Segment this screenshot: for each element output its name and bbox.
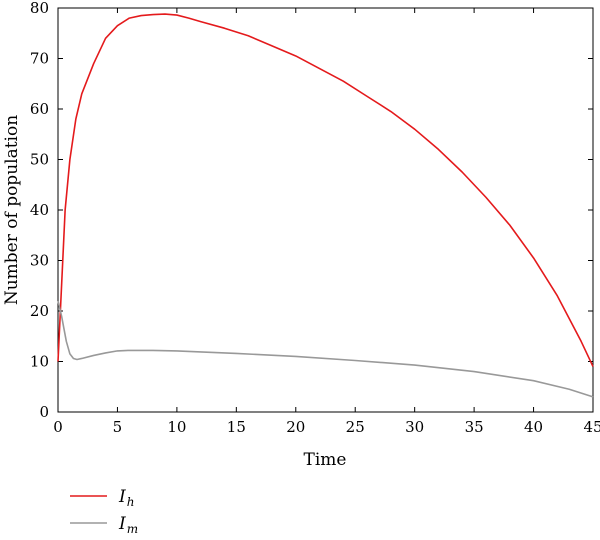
plot-border — [57, 7, 594, 413]
axis-ticks — [57, 7, 594, 413]
y-tick-label: 10 — [30, 353, 49, 371]
x-tick-label: 40 — [524, 418, 543, 436]
x-axis-title: Time — [304, 450, 347, 470]
legend-item: Im — [70, 514, 138, 536]
legend: Ih Im — [70, 487, 138, 536]
legend-item: Ih — [70, 487, 134, 509]
y-axis-title: Number of population — [2, 115, 22, 305]
x-tick-label: 5 — [113, 418, 123, 436]
series-line-i-h — [57, 13, 594, 367]
x-tick-label: 35 — [465, 418, 484, 436]
y-tick-label: 0 — [39, 403, 49, 421]
y-tick-label: 50 — [30, 151, 49, 169]
series-line-i-m — [57, 300, 594, 398]
x-tick-label: 0 — [53, 418, 63, 436]
x-tick-label: 10 — [167, 418, 186, 436]
x-tick-label: 20 — [286, 418, 305, 436]
x-tick-label: 45 — [583, 418, 600, 436]
y-tick-label: 80 — [30, 0, 49, 17]
legend-label: Ih — [118, 487, 134, 509]
x-tick-label: 15 — [227, 418, 246, 436]
y-tick-label: 70 — [30, 50, 49, 68]
x-tick-label: 30 — [405, 418, 424, 436]
plot-frame — [57, 7, 594, 413]
series-layer — [57, 13, 594, 398]
x-tick-label: 25 — [346, 418, 365, 436]
y-tick-label: 40 — [30, 201, 49, 219]
y-tick-label: 60 — [30, 100, 49, 118]
y-tick-label: 30 — [30, 252, 49, 270]
legend-label: Im — [118, 514, 138, 535]
y-tick-label: 20 — [30, 302, 49, 320]
axis-tick-labels: 0 5 10 15 20 25 30 35 40 45 0 10 20 30 40 50 60 70 80 — [30, 0, 600, 436]
